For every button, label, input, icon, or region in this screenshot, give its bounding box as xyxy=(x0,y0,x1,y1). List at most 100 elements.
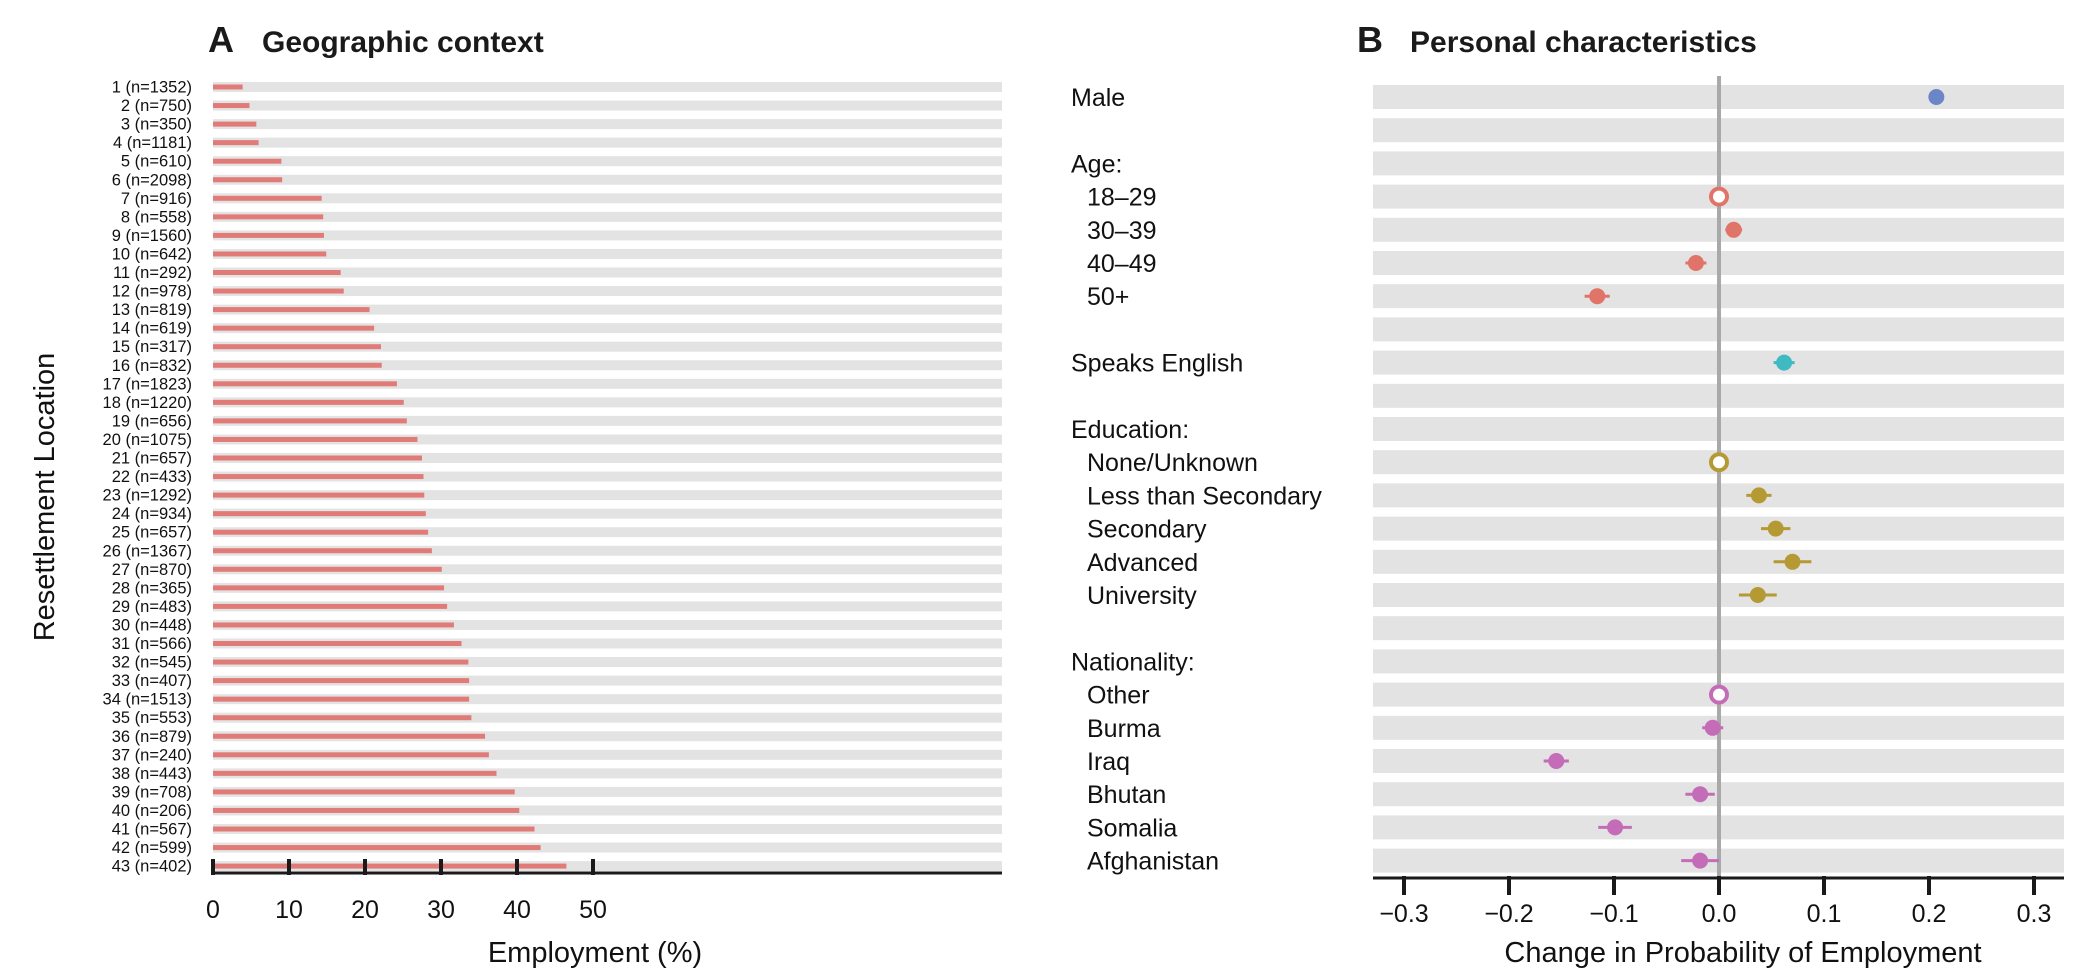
location-label: 42 (n=599) xyxy=(112,839,192,857)
location-label: 7 (n=916) xyxy=(121,190,192,208)
reference-point xyxy=(1709,452,1729,473)
location-label: 12 (n=978) xyxy=(112,283,192,301)
location-label: 31 (n=566) xyxy=(112,635,192,653)
reference-point xyxy=(1709,684,1729,705)
bar xyxy=(213,140,259,146)
estimate-point xyxy=(1750,487,1767,504)
location-label: 15 (n=317) xyxy=(112,338,192,356)
panel-b-title: Personal characteristics xyxy=(1410,26,1757,59)
bar xyxy=(213,826,535,832)
row-band xyxy=(213,82,1002,92)
estimate-point xyxy=(1548,753,1565,769)
row-band xyxy=(213,861,1002,872)
row-band xyxy=(213,601,1002,612)
bar xyxy=(213,307,370,313)
location-label: 19 (n=656) xyxy=(112,412,192,430)
location-label: 10 (n=642) xyxy=(112,245,192,263)
bar xyxy=(213,84,243,90)
row-band xyxy=(213,434,1002,445)
row-band xyxy=(213,137,1002,148)
x-tick-label: 0.0 xyxy=(1702,900,1737,928)
category-label: Other xyxy=(1087,682,1150,710)
row-band xyxy=(213,638,1002,649)
location-label: 28 (n=365) xyxy=(112,579,192,597)
location-label: 2 (n=750) xyxy=(121,97,192,115)
x-tick-label: 0.1 xyxy=(1807,900,1842,928)
category-label: Somalia xyxy=(1087,814,1177,842)
row-band xyxy=(213,248,1002,259)
category-label: Burma xyxy=(1087,715,1161,743)
estimate-point xyxy=(1776,354,1793,371)
location-label: 26 (n=1367) xyxy=(103,542,192,560)
location-label: 25 (n=657) xyxy=(112,524,192,542)
estimate-point xyxy=(1749,587,1766,603)
bar xyxy=(213,455,422,461)
bar xyxy=(213,696,470,702)
bar xyxy=(213,511,426,517)
bar xyxy=(213,344,381,350)
location-label: 20 (n=1075) xyxy=(103,431,192,449)
estimate-point xyxy=(1767,520,1784,537)
location-label: 21 (n=657) xyxy=(112,450,192,468)
row-band xyxy=(213,100,1002,111)
row-band xyxy=(213,211,1002,222)
category-label: Speaks English xyxy=(1071,350,1243,378)
panel-b-letter: B xyxy=(1357,19,1383,60)
category-label: Male xyxy=(1071,84,1125,112)
location-label: 34 (n=1513) xyxy=(103,691,192,709)
location-label: 14 (n=619) xyxy=(112,320,192,338)
bar xyxy=(213,770,497,776)
bar xyxy=(213,863,567,869)
category-label: Bhutan xyxy=(1087,781,1166,809)
location-label: 8 (n=558) xyxy=(121,208,192,226)
bar xyxy=(213,752,489,758)
location-label: 32 (n=545) xyxy=(112,654,192,672)
panel-a-title: Geographic context xyxy=(262,26,544,59)
row-band xyxy=(213,378,1002,389)
bar xyxy=(213,121,257,127)
row-band xyxy=(213,156,1002,167)
estimate-point xyxy=(1928,89,1945,105)
row-band xyxy=(213,657,1002,668)
row-band xyxy=(213,490,1002,501)
estimate-point xyxy=(1607,819,1624,836)
x-tick-label: 40 xyxy=(503,896,531,924)
location-label: 23 (n=1292) xyxy=(103,487,192,505)
x-tick-label: 50 xyxy=(579,896,607,924)
row-band xyxy=(213,267,1002,278)
row-band xyxy=(213,174,1002,185)
category-label: Secondary xyxy=(1087,516,1207,544)
bar xyxy=(213,399,404,405)
bar xyxy=(213,251,327,257)
row-band xyxy=(213,805,1002,816)
bar xyxy=(213,529,429,535)
panel-a-letter: A xyxy=(208,19,234,60)
location-label: 35 (n=553) xyxy=(112,709,192,727)
location-label: 11 (n=292) xyxy=(113,264,192,282)
category-label: 50+ xyxy=(1087,283,1129,311)
category-label: Afghanistan xyxy=(1087,848,1219,876)
location-label: 29 (n=483) xyxy=(112,598,192,616)
row-band xyxy=(213,731,1002,742)
x-tick-label: 30 xyxy=(427,896,455,924)
location-label: 22 (n=433) xyxy=(112,468,192,486)
estimate-point xyxy=(1725,221,1742,238)
bar xyxy=(213,845,541,851)
bar xyxy=(213,288,344,294)
estimate-point xyxy=(1692,852,1709,869)
bar xyxy=(213,195,322,201)
location-label: 16 (n=832) xyxy=(112,357,192,375)
bar xyxy=(213,807,520,813)
row-band xyxy=(213,582,1002,593)
row-band xyxy=(213,193,1002,204)
row-band xyxy=(213,323,1002,334)
bar xyxy=(213,492,425,498)
row-band xyxy=(213,415,1002,426)
row-band xyxy=(213,824,1002,834)
x-tick-label: 20 xyxy=(351,896,379,924)
location-label: 36 (n=879) xyxy=(112,728,192,746)
row-band xyxy=(213,564,1002,575)
location-label: 39 (n=708) xyxy=(112,783,192,801)
location-label: 9 (n=1560) xyxy=(112,227,192,245)
